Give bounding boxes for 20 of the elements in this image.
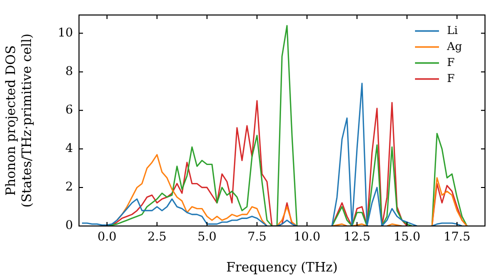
legend-label: Ag — [446, 40, 462, 53]
y-tick-label: 0 — [65, 218, 73, 232]
x-tick-label: 12.5 — [344, 229, 370, 244]
y-tick-label: 10 — [58, 25, 73, 40]
x-tick-label: 15.0 — [394, 229, 420, 244]
x-tick-label: 7.5 — [247, 229, 267, 244]
x-tick-label: 17.5 — [444, 229, 470, 244]
legend-label: F — [447, 56, 455, 69]
y-tick-label: 6 — [65, 102, 73, 117]
x-tick-label: 10.0 — [294, 229, 320, 244]
y-tick-label: 8 — [65, 64, 73, 78]
y-axis-title: Phonon projected DOS (States/THz·primitive cell) — [4, 33, 35, 208]
x-axis-title: Frequency (THz) — [226, 260, 338, 276]
x-tick-label: 2.5 — [147, 229, 167, 244]
y-tick-label: 2 — [65, 180, 73, 194]
x-tick-label: 5.0 — [197, 229, 217, 244]
y-tick-label: 4 — [65, 141, 74, 156]
x-tick-label: 0.0 — [97, 229, 117, 244]
legend-label: F — [447, 72, 455, 85]
legend-label: Li — [447, 24, 458, 37]
